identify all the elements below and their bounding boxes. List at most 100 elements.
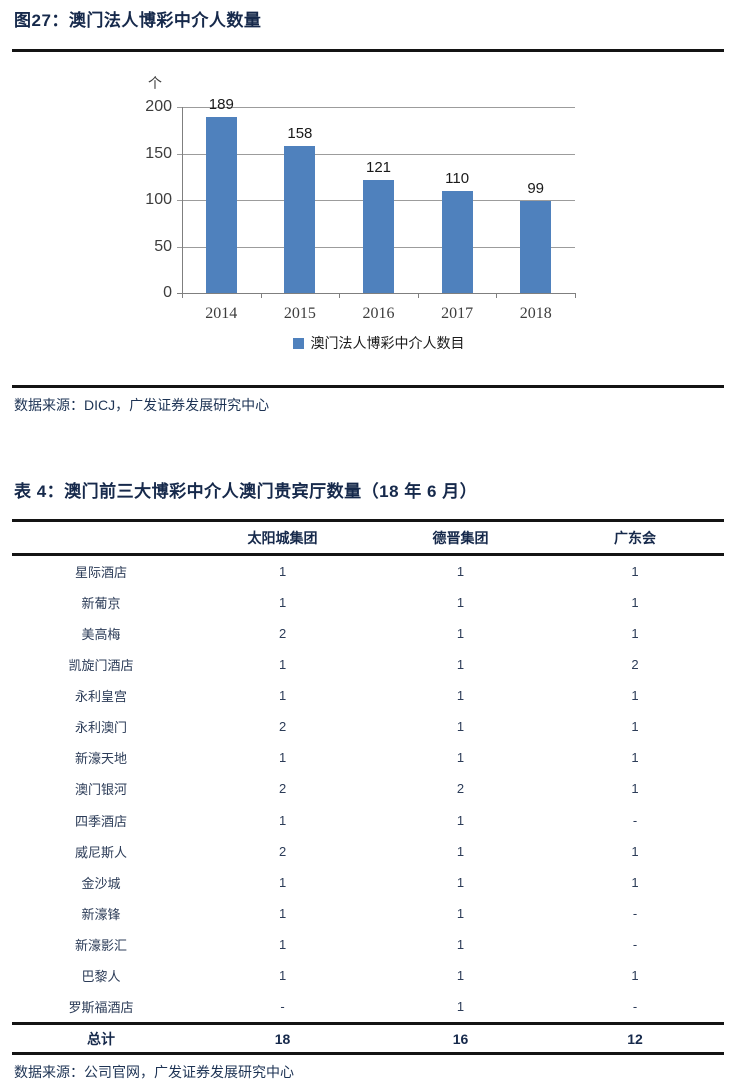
table-row: 凯旋门酒店 1 1 2 xyxy=(12,649,724,680)
row-value: 1 xyxy=(278,936,287,952)
row-hotel-name: 新濠锋 xyxy=(81,906,121,922)
row-value: 1 xyxy=(456,998,465,1014)
figure-bottom-rule xyxy=(12,385,724,388)
row-value: 2 xyxy=(456,781,465,797)
row-hotel-name: 新濠影汇 xyxy=(74,937,127,953)
bar-2016 xyxy=(363,180,394,293)
row-value: 1 xyxy=(456,688,465,704)
figure-source: 数据来源：DICJ，广发证券发展研究中心 xyxy=(14,397,270,413)
x-axis-tick xyxy=(417,293,419,298)
gridline xyxy=(177,153,575,155)
row-value: - xyxy=(632,812,638,828)
y-tick-label: 100 xyxy=(145,191,172,208)
total-value: 12 xyxy=(627,1030,643,1047)
row-value: 1 xyxy=(631,781,639,797)
row-value: 1 xyxy=(278,874,287,890)
table-row: 新濠锋 1 1 - xyxy=(12,898,724,929)
y-tick-label: 0 xyxy=(163,284,172,301)
row-value: 1 xyxy=(631,564,639,580)
row-value: 1 xyxy=(456,843,465,859)
figure-title-rule xyxy=(12,49,724,52)
bar-value-label: 110 xyxy=(445,169,470,187)
table-title: 表 4：澳门前三大博彩中介人澳门贵宾厅数量（18 年 6 月） xyxy=(14,482,478,501)
bar-2018 xyxy=(520,200,552,293)
row-hotel-name: 美高梅 xyxy=(81,627,121,643)
table-top-rule xyxy=(12,519,724,522)
row-value: 1 xyxy=(456,812,465,828)
chart-legend: 澳门法人博彩中介人数目 xyxy=(182,333,575,353)
x-axis-tick xyxy=(182,293,183,298)
row-hotel-name: 新葡京 xyxy=(81,596,121,612)
table-row: 巴黎人 1 1 1 xyxy=(12,960,724,991)
total-value: 16 xyxy=(452,1030,469,1047)
bar-value-label: 99 xyxy=(527,179,545,197)
row-value: 1 xyxy=(456,936,465,952)
x-axis-tick xyxy=(496,293,498,298)
x-category-label: 2016 xyxy=(362,305,395,322)
row-value: 1 xyxy=(456,564,465,580)
table-row: 新濠影汇 1 1 - xyxy=(12,929,724,960)
row-hotel-name: 巴黎人 xyxy=(81,968,121,984)
table-header: 太阳城集团 德晋集团 广东会 xyxy=(12,522,724,553)
y-axis xyxy=(182,107,183,293)
row-hotel-name: 永利澳门 xyxy=(74,720,127,736)
figure-title: 图27：澳门法人博彩中介人数量 xyxy=(14,11,262,30)
x-axis-tick xyxy=(339,293,341,298)
row-value: 1 xyxy=(278,812,287,828)
x-category-label: 2017 xyxy=(441,305,474,322)
row-value: 1 xyxy=(631,843,639,859)
row-value: 1 xyxy=(631,595,639,611)
table-total-row: 总计 18 16 12 xyxy=(12,1025,724,1052)
row-value: 1 xyxy=(278,657,287,673)
total-value: 18 xyxy=(274,1030,291,1047)
row-value: 1 xyxy=(631,688,639,704)
row-value: 1 xyxy=(456,719,465,735)
table-row: 澳门银河 2 2 1 xyxy=(12,773,724,804)
table-source: 数据来源：公司官网，广发证券发展研究中心 xyxy=(14,1064,294,1080)
row-hotel-name: 凯旋门酒店 xyxy=(68,658,134,674)
x-category-label: 2018 xyxy=(519,305,552,322)
row-value: 1 xyxy=(631,750,639,766)
col-header: 太阳城集团 xyxy=(247,529,318,546)
table-total-top-rule xyxy=(12,1022,724,1025)
row-value: 1 xyxy=(456,657,465,673)
row-value: 2 xyxy=(278,719,287,735)
row-value: 1 xyxy=(278,595,287,611)
table-row: 威尼斯人 2 1 1 xyxy=(12,836,724,867)
figure-chart: 0 50 100 150 200 189 2014 158 2015 121 2016 110 2017… xyxy=(0,60,736,360)
row-value: - xyxy=(632,905,638,921)
row-value: 1 xyxy=(278,750,287,766)
table-body: 星际酒店 1 1 1 新葡京 1 1 1 美高梅 2 1 1 凯旋门酒店 1 1 2 永利皇宫 1 1 1 永利澳门 2 1… xyxy=(12,556,724,1022)
legend-label: 澳门法人博彩中介人数目 xyxy=(310,337,465,352)
row-hotel-name: 澳门银河 xyxy=(74,782,127,798)
table-header-rule xyxy=(12,553,724,556)
row-value: 1 xyxy=(631,874,639,890)
x-axis-tick xyxy=(575,293,576,298)
table-row: 新葡京 1 1 1 xyxy=(12,587,724,618)
table-row: 罗斯福酒店 - 1 - xyxy=(12,991,724,1022)
row-value: 1 xyxy=(631,626,639,642)
col-header: 广东会 xyxy=(613,529,656,546)
y-tick-label: 50 xyxy=(154,237,172,255)
col-header: 德晋集团 xyxy=(432,529,489,546)
row-hotel-name: 罗斯福酒店 xyxy=(68,999,134,1015)
table-row: 新濠天地 1 1 1 xyxy=(12,742,724,773)
row-value: 1 xyxy=(631,719,639,735)
row-value: - xyxy=(632,998,638,1014)
row-value: 1 xyxy=(456,967,465,983)
row-value: 1 xyxy=(456,595,465,611)
bar-2015 xyxy=(284,146,316,293)
row-hotel-name: 星际酒店 xyxy=(74,565,127,581)
legend-swatch xyxy=(292,337,304,349)
row-hotel-name: 四季酒店 xyxy=(74,813,127,829)
row-value: - xyxy=(280,998,285,1014)
x-category-label: 2015 xyxy=(283,305,316,322)
x-axis xyxy=(177,293,575,294)
row-hotel-name: 新濠天地 xyxy=(74,751,127,767)
table-row: 星际酒店 1 1 1 xyxy=(12,556,724,587)
table-row: 四季酒店 1 1 - xyxy=(12,805,724,836)
x-axis-tick xyxy=(260,293,262,298)
y-unit-label: 个 xyxy=(148,77,162,92)
row-value: 2 xyxy=(631,657,639,673)
